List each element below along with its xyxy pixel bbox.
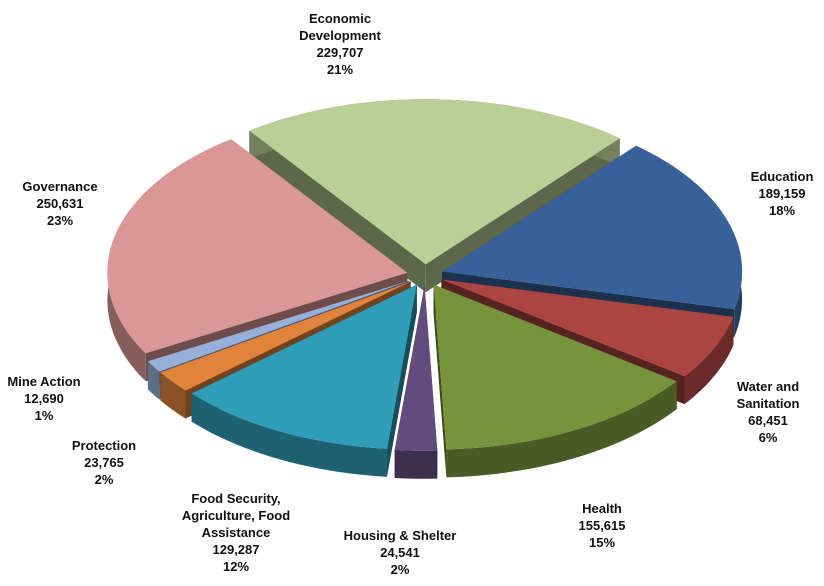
slice-side [433,284,447,478]
percent-label: 6% [758,430,778,445]
category-label: Protection [71,438,137,453]
percent-label: 2% [390,562,410,577]
category-label: Food Security, Agriculture, Food Assista… [181,491,291,540]
slice [394,285,438,451]
slice-wall [160,372,186,419]
value-label: 68,451 [748,413,788,428]
slice-wall [684,316,734,405]
category-label: Mine Action [7,374,81,389]
slice-group [191,284,417,477]
percent-label: 15% [588,535,616,550]
slice-label: Food Security, Agriculture, Food Assista… [166,490,306,575]
slice [107,139,408,354]
percent-label: 21% [326,62,354,77]
slice [433,284,677,450]
slice-label: Mine Action 12,690 1% [0,373,89,424]
value-label: 24,541 [380,545,420,560]
category-label: Water and Sanitation [736,379,800,411]
slice [441,279,734,377]
slice-wall [147,361,160,400]
slice [442,145,743,310]
slice-side [387,284,417,477]
slice-label: Housing & Shelter 24,541 2% [325,527,475,578]
slice-side [249,130,426,293]
slice-label: Education 189,159 18% [737,168,824,219]
value-label: 12,690 [24,391,64,406]
percent-label: 12% [222,559,250,574]
slice-label: Health 155,615 15% [557,500,647,551]
slice-wall [394,450,438,479]
category-label: Governance [22,179,98,194]
percent-label: 18% [768,203,796,218]
percent-label: 23% [46,213,74,228]
value-label: 250,631 [36,196,84,211]
slice-label: Protection 23,765 2% [54,437,154,488]
percent-label: 2% [94,472,114,487]
value-label: 229,707 [316,45,364,60]
value-label: 23,765 [84,455,124,470]
slice-label: Governance 250,631 23% [10,178,110,229]
slice [249,99,620,265]
slice-group [433,284,677,478]
slice-wall [446,381,677,478]
value-label: 155,615 [578,518,626,533]
category-label: Economic Development [299,11,381,43]
slice-wall [191,393,387,477]
slice-group [394,285,438,479]
slice [147,280,410,372]
category-label: Housing & Shelter [343,528,457,543]
value-label: 129,287 [212,542,260,557]
category-label: Education [750,169,814,184]
percent-label: 1% [34,408,54,423]
slice-label: Water and Sanitation 68,451 6% [723,378,813,446]
slice [191,284,417,449]
value-label: 189,159 [758,186,806,201]
slice [160,281,411,391]
slice-label: Economic Development 229,707 21% [285,10,395,78]
category-label: Health [582,501,622,516]
